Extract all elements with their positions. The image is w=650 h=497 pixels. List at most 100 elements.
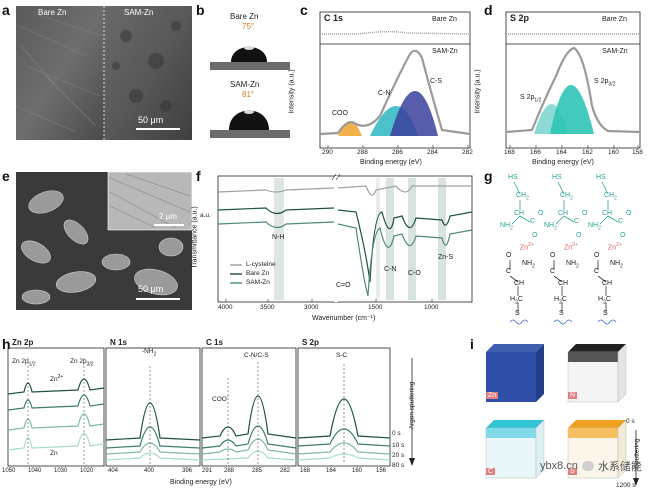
c-tick-4: 282 [462, 149, 473, 156]
d-bottom-tag: SAM-Zn [602, 48, 628, 55]
g-s-3: S [603, 310, 608, 317]
d-tick-5: 158 [632, 149, 643, 156]
peak-s32 [550, 85, 594, 134]
c-peak-cn: C-N [378, 90, 391, 97]
panel-label-e: e [2, 168, 10, 184]
contact-sam-label: SAM-Zn [230, 80, 260, 89]
g-ch-bot-3: CH [602, 280, 613, 287]
h-zn-p2: Zn 2p3/2 [70, 358, 94, 368]
g-c-bot-1: C [506, 268, 512, 275]
panel-c-xps: C 1s Bare Zn SAM-Zn COO C-N C-S Intensit… [289, 6, 478, 170]
f-xlabel: Wavenumber (cm⁻¹) [312, 315, 376, 322]
h-n-tick-1: 400 [144, 468, 155, 474]
h-s-tick-2: 160 [352, 468, 363, 474]
wechat-icon [581, 461, 594, 471]
f-legend-1: Bare Zn [246, 270, 270, 277]
g-zn-1: Zn2+ [520, 242, 534, 252]
f-legend-2: SAM-Zn [246, 279, 270, 286]
d-title: S 2p [510, 13, 530, 23]
i-tag-c: C [486, 468, 496, 475]
i-time-end: 1200 s [616, 482, 636, 489]
f-band-cn: C-N [384, 266, 397, 273]
panel-h-depth-xps: Zn 2p Zn 2p1/2 Zn 2p3/2 Zn2+ Zn N 1s -NH… [0, 338, 466, 492]
contact-bare-label: Bare Zn [230, 12, 259, 21]
f-tick-2: 3000 [304, 304, 319, 311]
g-o-bot-1: O [506, 252, 512, 259]
h-time-1: 10 s [392, 442, 405, 449]
d-ylabel: Intensity (a.u.) [474, 69, 482, 114]
g-hs-1: HS [508, 174, 518, 181]
g-nh2-bot-3: NH2 [610, 260, 623, 270]
watermark-site: ybx8.cn [540, 460, 578, 472]
panel-e-sem: 2 μm 50 μm [16, 171, 193, 310]
f-tick-1: 3500 [260, 304, 275, 311]
c-tick-2: 286 [392, 149, 403, 156]
i-tag-zn: Zn [486, 392, 499, 399]
contact-sam-angle: 81° [242, 90, 255, 99]
h-c-title: C 1s [206, 338, 223, 347]
h-zn-title: Zn 2p [12, 338, 34, 347]
i-tag-s: S [568, 468, 577, 475]
d-peak-a: S 2p3/2 [594, 78, 616, 88]
panel-a-sem: Bare Zn SAM-Zn 50 μm [15, 6, 192, 140]
panel-f-ftir: L-cysteine Bare Zn SAM-Zn N-H C=O C-N C-… [192, 172, 482, 328]
sem-sam-label: SAM-Zn [124, 8, 154, 17]
c-ylabel: Intensity (a.u.) [288, 69, 296, 114]
g-ch2-3: CH2 [604, 192, 617, 202]
h-c-tick-3: 282 [280, 468, 291, 474]
watermark: ybx8.cn 水系储能 [540, 458, 642, 474]
h-n-title: N 1s [110, 338, 127, 347]
g-o-bot-2: O [550, 252, 556, 259]
g-ch2-2: CH2 [560, 192, 573, 202]
f-ylabel: Transmittance (a.u.) [191, 206, 199, 269]
panel-label-h: h [2, 336, 11, 352]
g-o-bot-3: O [594, 252, 600, 259]
d-top-tag: Bare Zn [602, 16, 627, 23]
g-o-low-3: O [620, 232, 626, 239]
h-zn-tick-0: 1050 [2, 468, 16, 474]
g-ch-3: CH [602, 210, 613, 217]
c-tick-1: 288 [357, 149, 368, 156]
e-inset-scale-label: 2 μm [159, 212, 177, 221]
g-c-3: C [618, 218, 624, 225]
panel-i-3d: Zn N C S 0 s 1200 s Sputtering [476, 340, 648, 492]
g-nh2-3: NH2 [588, 222, 601, 232]
h-n-tick-2: 396 [182, 468, 193, 474]
panel-label-b: b [196, 2, 205, 18]
curve-sam [217, 221, 473, 297]
c-top-tag: Bare Zn [432, 16, 457, 23]
d-xlabel: Binding energy (eV) [532, 159, 594, 166]
droplet-sam [210, 110, 290, 138]
g-o-low-2: O [576, 232, 582, 239]
i-tag-n: N [568, 392, 578, 399]
band-nh [274, 178, 284, 300]
c-peak-coo: COO [332, 110, 348, 117]
d-tick-4: 160 [608, 149, 619, 156]
d-tick-1: 166 [530, 149, 541, 156]
h-s-tick-1: 164 [326, 468, 337, 474]
e-main-scale-bar [136, 298, 180, 300]
h-s-peak: S-C [336, 352, 348, 359]
d-tick-3: 162 [582, 149, 593, 156]
g-nh2-bot-2: NH2 [566, 260, 579, 270]
panel-d-xps: S 2p Bare Zn SAM-Zn S 2p3/2 S 2p1/2 Inte… [475, 6, 648, 170]
droplet-bare [204, 34, 294, 72]
h-time-0: 0 s [392, 430, 401, 437]
d-tick-2: 164 [556, 149, 567, 156]
g-o-1: O [538, 210, 544, 217]
g-h2c-1: H2C [510, 296, 523, 306]
d-peak-b: S 2p1/2 [520, 94, 542, 104]
panel-label-f: f [196, 168, 201, 184]
h-s-tick-0: 168 [300, 468, 311, 474]
h-n-peak: -NH2 [142, 348, 157, 358]
g-ch-bot-2: CH [558, 280, 569, 287]
f-tick-3: 1500 [368, 304, 383, 311]
sem-bare-label: Bare Zn [38, 8, 67, 17]
curve-bare [217, 207, 473, 283]
c-title: C 1s [324, 13, 344, 23]
g-ch-1: CH [514, 210, 525, 217]
band-co-a [376, 178, 380, 300]
f-band-nh: N-H [272, 234, 285, 241]
curve-lcysteine [217, 185, 472, 196]
h-s-tick-3: 156 [376, 468, 387, 474]
